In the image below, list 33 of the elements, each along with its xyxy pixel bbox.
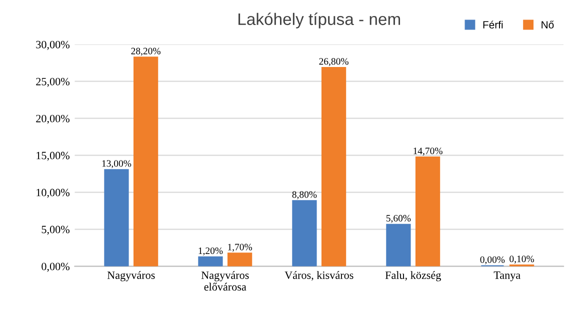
data-label: 8,80% — [292, 191, 317, 200]
bar — [198, 256, 223, 266]
bar — [321, 67, 346, 266]
data-label: 0,10% — [510, 256, 534, 264]
data-label: 14,70% — [414, 148, 442, 156]
data-label: 5,60% — [386, 214, 411, 223]
y-tick-label: 25,00% — [36, 78, 70, 87]
data-label: 0,00% — [480, 256, 505, 264]
y-tick-label: 5,00% — [42, 226, 70, 235]
bar — [415, 156, 440, 266]
bar — [227, 252, 252, 266]
x-tick-label: Tanya — [494, 272, 520, 282]
data-label: 26,80% — [319, 58, 348, 66]
bar — [104, 169, 129, 266]
bar — [292, 200, 317, 266]
legend-label: Nő — [542, 20, 554, 29]
data-label: 1,20% — [198, 247, 223, 256]
bar — [133, 56, 158, 266]
data-label: 1,70% — [228, 244, 252, 252]
y-tick-label: 10,00% — [36, 188, 70, 198]
x-tick-label: Város, kisváros — [284, 271, 354, 281]
data-label: 28,20% — [131, 48, 160, 56]
x-tick-label: Nagyváros — [107, 271, 155, 282]
data-label: 13,00% — [102, 160, 132, 168]
y-tick-label: 30,00% — [36, 40, 70, 50]
y-tick-label: 15,00% — [36, 152, 70, 161]
x-tick-label: Nagyváros elővárosa — [201, 271, 249, 291]
y-tick-label: 20,00% — [36, 114, 70, 124]
x-tick-label: Falu, község — [385, 271, 441, 282]
bar — [386, 224, 411, 266]
chart-title: Lakóhely típusa - nem — [238, 12, 400, 28]
legend-label: Férfi — [483, 20, 503, 29]
y-tick-label: 0,00% — [42, 262, 70, 272]
